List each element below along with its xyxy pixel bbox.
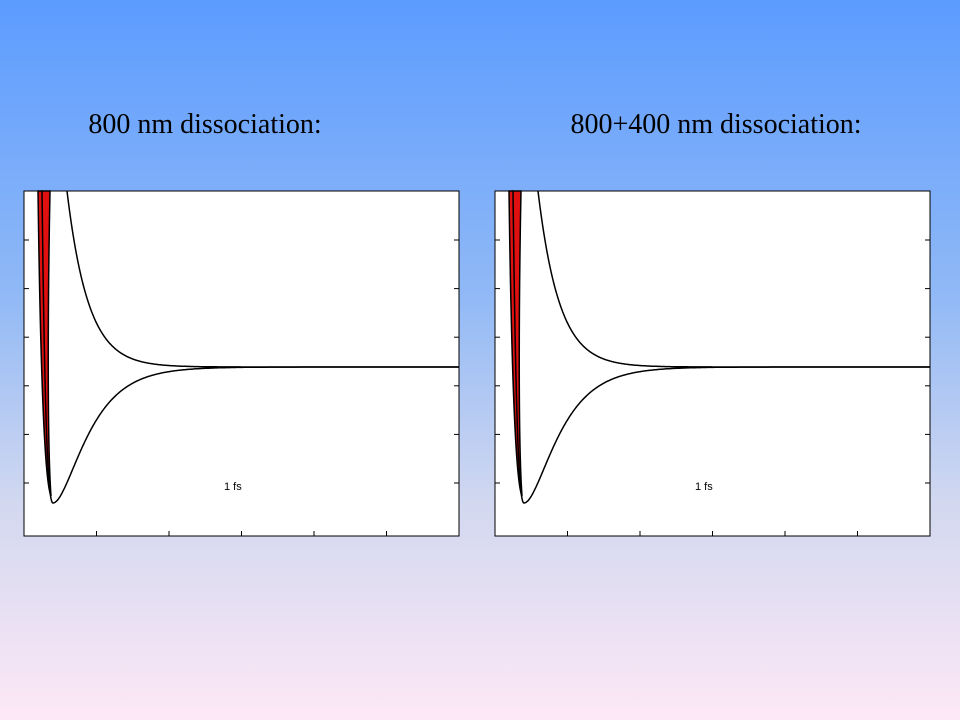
annotation: 1 fs: [695, 481, 713, 493]
panel-title: 800 nm dissociation:: [88, 109, 321, 140]
repulsive-curve: [537, 190, 930, 368]
plot-area: [23, 190, 460, 537]
plot-panel: 1 fs: [23, 190, 460, 537]
plot-area: [494, 190, 931, 537]
panel-title: 800+400 nm dissociation:: [570, 109, 861, 140]
annotation: 1 fs: [224, 481, 242, 493]
repulsive-curve: [66, 190, 459, 368]
plot-panel: 1 fs: [494, 190, 931, 537]
